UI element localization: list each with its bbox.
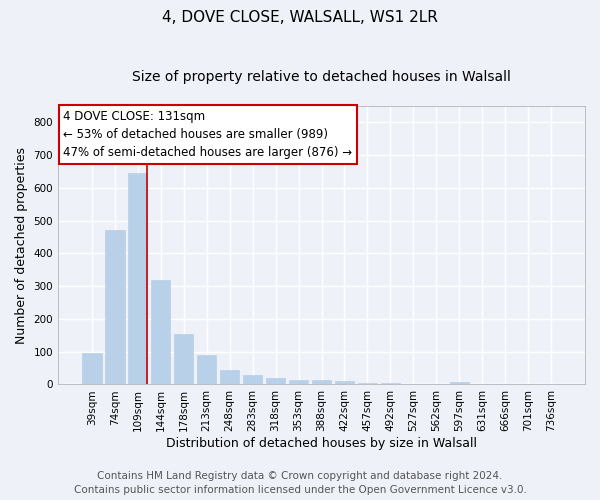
Bar [220,370,239,384]
Text: 4 DOVE CLOSE: 131sqm
← 53% of detached houses are smaller (989)
47% of semi-deta: 4 DOVE CLOSE: 131sqm ← 53% of detached h… [64,110,352,159]
Bar [128,173,148,384]
Bar [243,376,262,384]
X-axis label: Distribution of detached houses by size in Walsall: Distribution of detached houses by size … [166,437,477,450]
Bar [197,355,217,384]
Text: Contains HM Land Registry data © Crown copyright and database right 2024.
Contai: Contains HM Land Registry data © Crown c… [74,471,526,495]
Y-axis label: Number of detached properties: Number of detached properties [15,146,28,344]
Bar [105,230,125,384]
Bar [312,380,331,384]
Bar [335,381,354,384]
Bar [174,334,193,384]
Bar [266,378,286,384]
Bar [82,354,101,384]
Bar [151,280,170,384]
Bar [358,383,377,384]
Text: 4, DOVE CLOSE, WALSALL, WS1 2LR: 4, DOVE CLOSE, WALSALL, WS1 2LR [162,10,438,25]
Bar [449,382,469,384]
Title: Size of property relative to detached houses in Walsall: Size of property relative to detached ho… [132,70,511,84]
Bar [289,380,308,384]
